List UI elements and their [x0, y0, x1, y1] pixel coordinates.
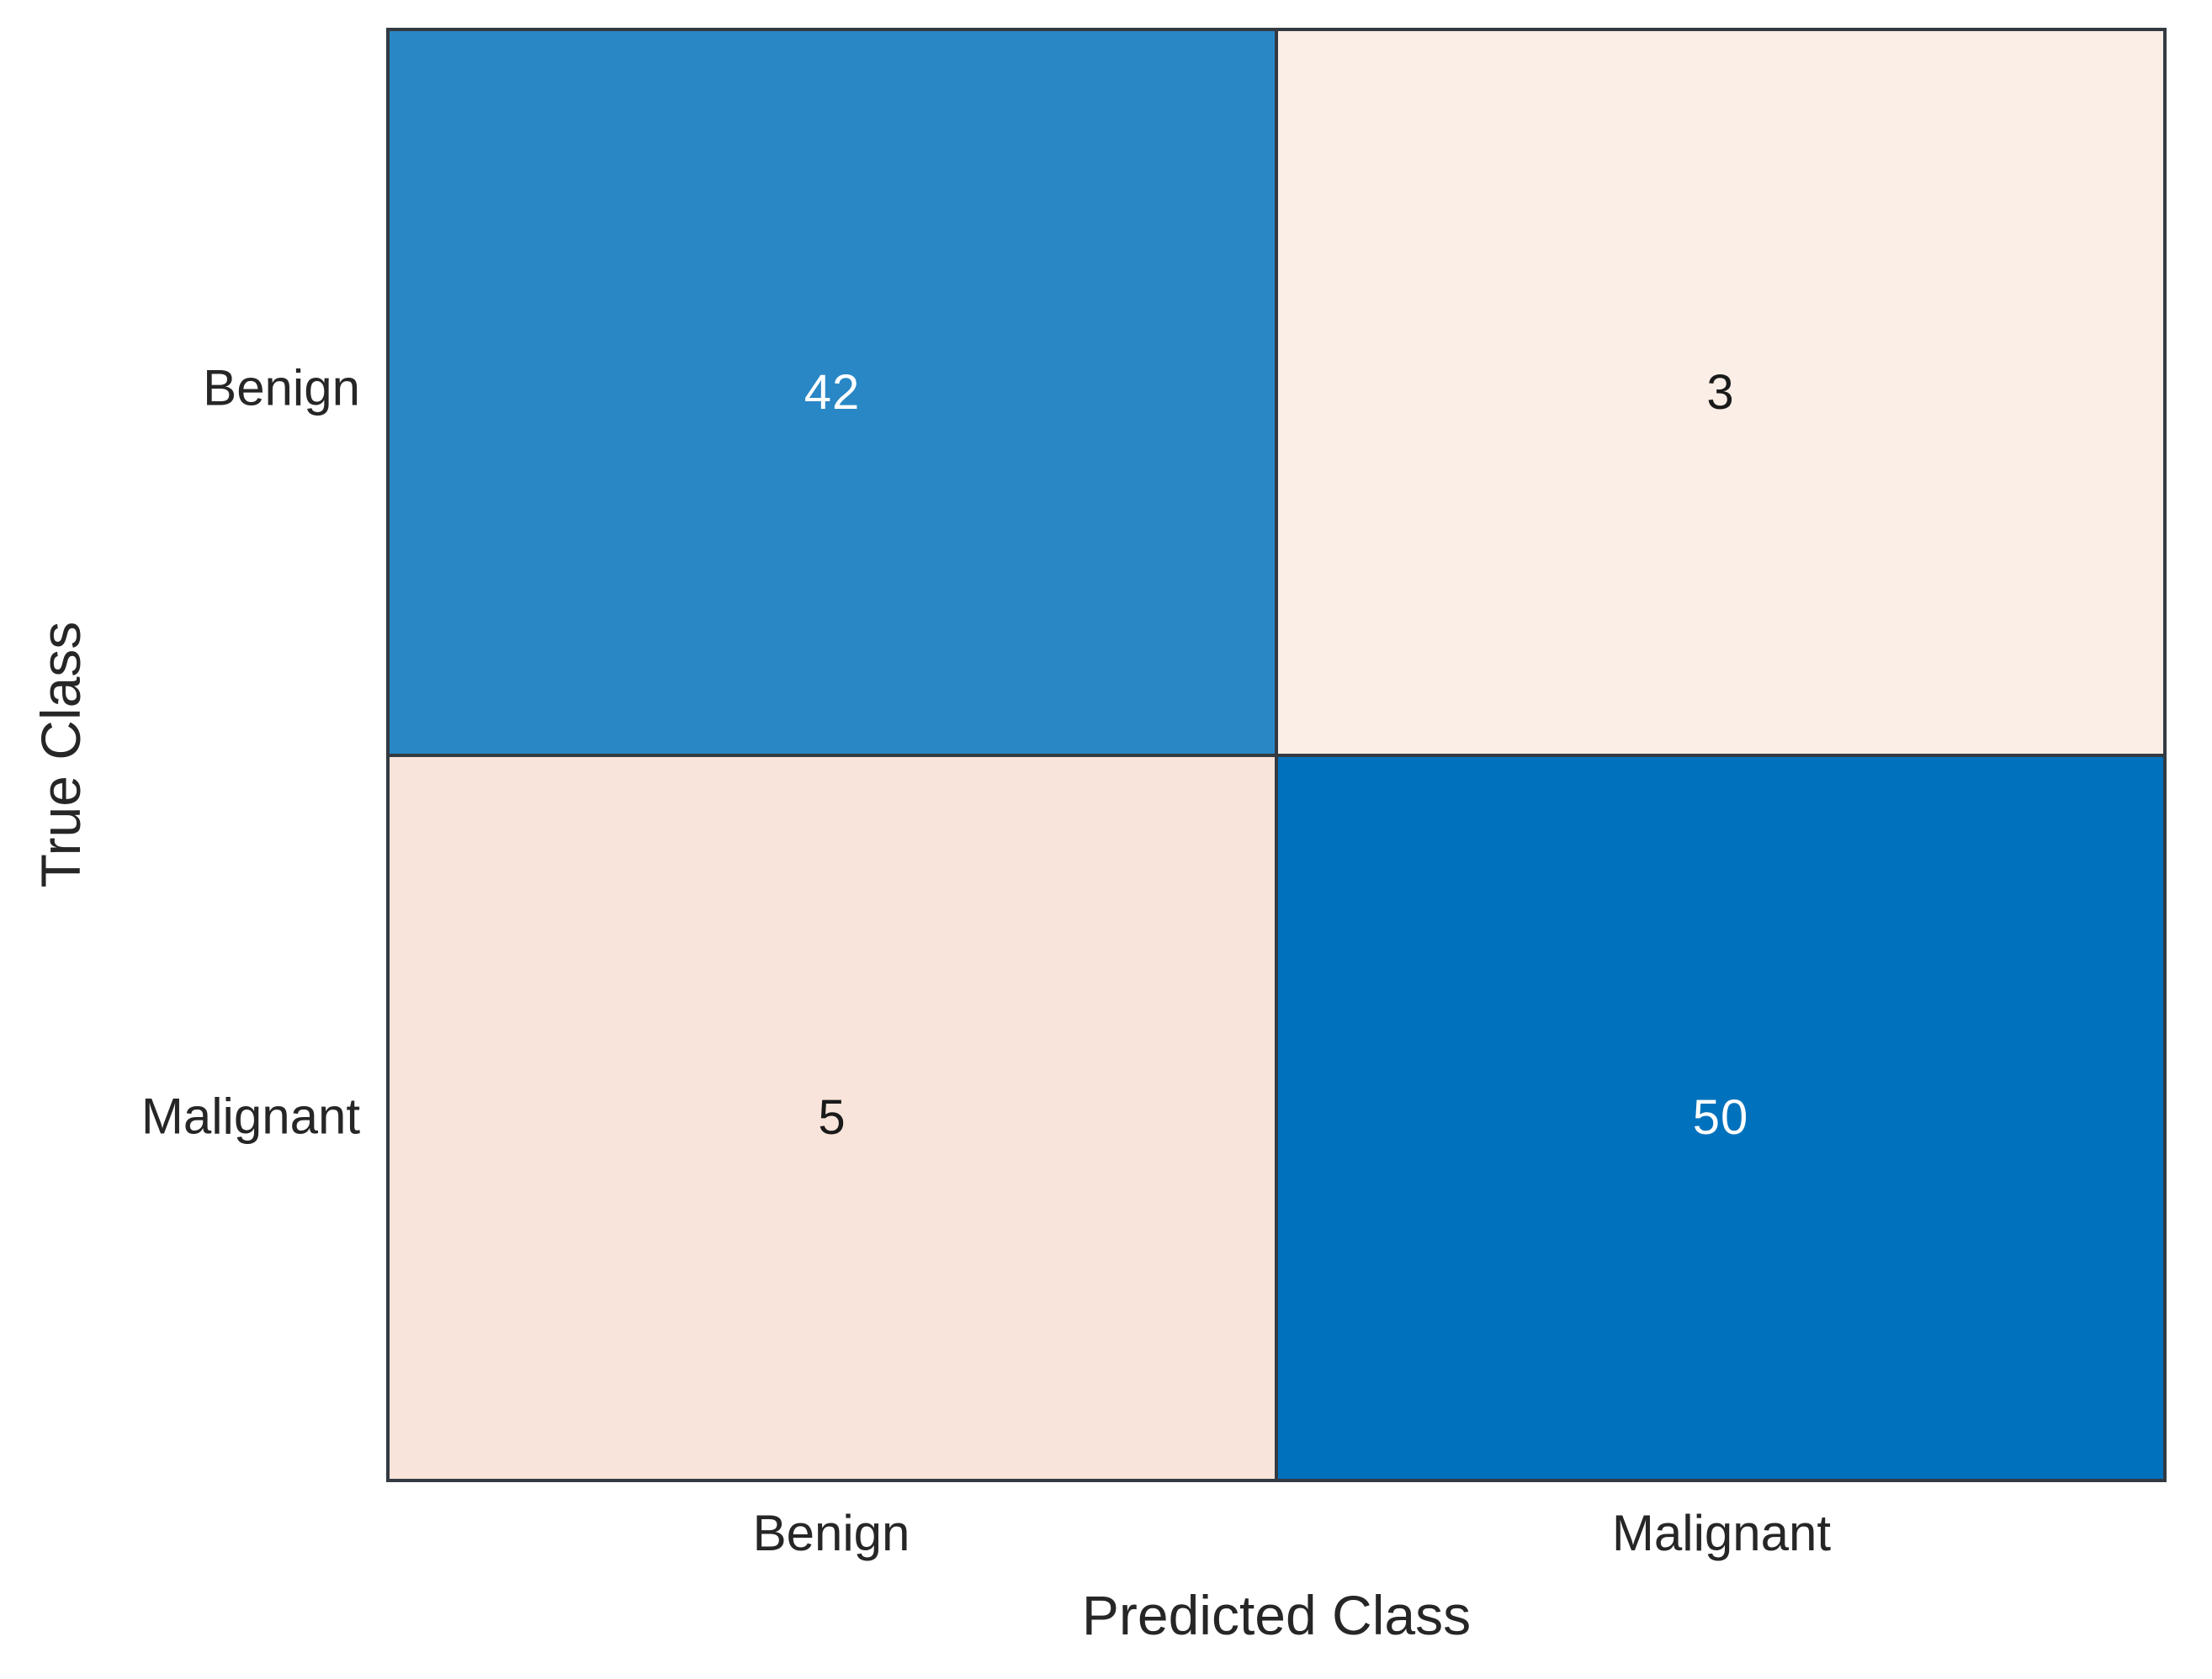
- x-axis-title: Predicted Class: [1081, 1584, 1472, 1646]
- y-tick-malignant: Malignant: [141, 1088, 360, 1145]
- confusion-matrix-grid: 42 3 5 50: [386, 28, 2167, 1482]
- cell-true-malignant-pred-benign: 5: [390, 756, 1275, 1479]
- y-axis-title: True Class: [29, 621, 92, 888]
- x-tick-malignant: Malignant: [1611, 1505, 1832, 1561]
- cell-true-benign-pred-malignant: 3: [1278, 31, 2163, 754]
- cell-true-malignant-pred-malignant: 50: [1278, 756, 2163, 1479]
- cell-true-benign-pred-benign: 42: [390, 31, 1275, 754]
- x-tick-benign: Benign: [752, 1505, 910, 1561]
- y-tick-benign: Benign: [203, 359, 360, 416]
